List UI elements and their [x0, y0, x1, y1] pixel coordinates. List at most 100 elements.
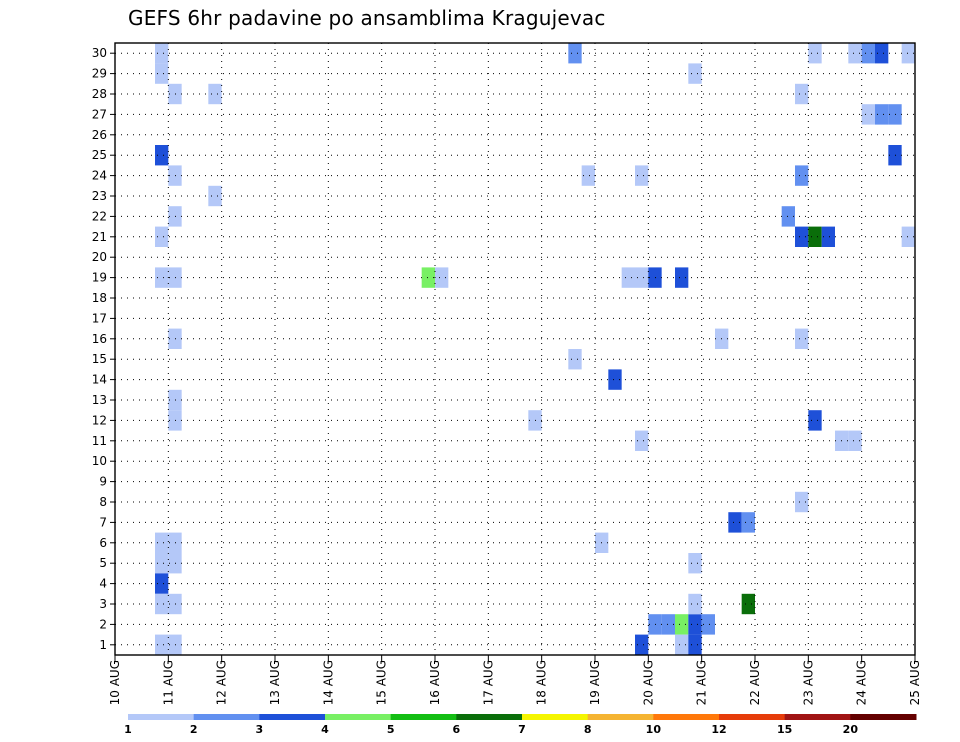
- heatmap-cell: [688, 553, 702, 574]
- y-tick-label: 2: [99, 617, 107, 631]
- heatmap-cell: [635, 430, 649, 451]
- heatmap-cell: [168, 634, 182, 655]
- heatmap-cell: [635, 634, 649, 655]
- heatmap-cell: [808, 43, 822, 64]
- y-tick-label: 18: [92, 291, 107, 305]
- x-tick-label: 20 AUG: [641, 660, 655, 705]
- colorbar-segment: [653, 714, 720, 720]
- heatmap-cell: [435, 267, 449, 288]
- y-tick-label: 22: [92, 209, 107, 223]
- heatmap-cell: [168, 83, 182, 105]
- heatmap-cell: [848, 430, 862, 451]
- heatmap-cell: [635, 267, 649, 288]
- y-tick-label: 28: [92, 87, 107, 101]
- colorbar-segment: [128, 714, 195, 720]
- x-tick-label: 22 AUG: [748, 660, 762, 705]
- colorbar-tick-label: 7: [518, 723, 526, 736]
- heatmap-cell: [155, 145, 169, 166]
- heatmap-cell: [155, 532, 169, 553]
- y-tick-label: 7: [99, 515, 107, 529]
- y-axis: 1234567891011121314151617181920212223242…: [92, 46, 115, 652]
- colorbar-segment: [522, 714, 589, 720]
- x-axis: 10 AUG 11 AUG 12 AUG 13 AUG 14 AUG 15 AUG 16 A…: [108, 655, 922, 705]
- heatmap-cell: [675, 267, 689, 288]
- heatmap-cell: [155, 43, 169, 64]
- x-tick-label: 12 AUG: [215, 660, 229, 705]
- colorbar-tick-label: 4: [321, 723, 329, 736]
- y-tick-label: 9: [99, 475, 107, 489]
- heatmap-cell: [208, 83, 222, 105]
- x-tick-label: 21 AUG: [695, 660, 709, 705]
- x-tick-label: 24 AUG: [855, 660, 869, 705]
- y-tick-label: 5: [99, 556, 107, 570]
- heatmap-cell: [168, 165, 182, 186]
- heatmap-cell: [795, 165, 809, 186]
- colorbar-tick-label: 10: [646, 723, 662, 736]
- heatmap-cell: [168, 532, 182, 553]
- heatmap-cell: [875, 104, 889, 125]
- heatmap-cell: [648, 614, 662, 635]
- heatmap-cell: [848, 43, 862, 64]
- colorbar-tick-label: 3: [256, 723, 264, 736]
- y-tick-label: 6: [99, 536, 107, 550]
- heatmap-cell: [155, 63, 169, 84]
- heatmap-cell: [901, 226, 915, 247]
- heatmap-cell: [635, 165, 649, 186]
- x-tick-label: 10 AUG: [108, 660, 122, 705]
- colorbar-tick-label: 1: [124, 723, 132, 736]
- y-tick-label: 27: [92, 107, 107, 121]
- y-tick-label: 20: [92, 250, 107, 264]
- heatmap-cell: [608, 369, 622, 390]
- x-tick-label: 23 AUG: [801, 660, 815, 705]
- x-tick-label: 15 AUG: [375, 660, 389, 705]
- heatmap-cell: [795, 83, 809, 105]
- y-tick-label: 11: [92, 434, 107, 448]
- heatmap-cell: [688, 593, 702, 615]
- colorbar-tick-label: 2: [190, 723, 198, 736]
- x-tick-label: 14 AUG: [321, 660, 335, 705]
- heatmap-cell: [688, 614, 702, 635]
- grid-lines: [115, 43, 915, 655]
- colorbar: 1 2 3 4 5 6 7 8 10 12 15 20: [124, 714, 917, 736]
- heatmap-cell: [155, 634, 169, 655]
- x-tick-label: 11 AUG: [161, 660, 175, 705]
- colorbar-tick-label: 20: [843, 723, 859, 736]
- heatmap-cell: [661, 614, 675, 635]
- heatmap-cell: [155, 553, 169, 574]
- y-tick-label: 10: [92, 454, 107, 468]
- heatmap-cell: [741, 593, 755, 615]
- y-tick-label: 15: [92, 352, 107, 366]
- colorbar-tick-label: 8: [584, 723, 592, 736]
- heatmap-cell: [795, 226, 809, 247]
- heatmap-cell: [701, 614, 715, 635]
- heatmap-cell: [155, 267, 169, 288]
- heatmap-cell: [795, 491, 809, 513]
- heatmap-cell: [901, 43, 915, 64]
- heatmap-cell: [568, 43, 582, 64]
- heatmap-cell: [155, 593, 169, 615]
- heatmap-cell: [728, 512, 742, 533]
- y-tick-label: 25: [92, 148, 107, 162]
- heatmap-cell: [155, 226, 169, 247]
- heatmap-cell: [888, 104, 902, 125]
- x-tick-label: 18 AUG: [535, 660, 549, 705]
- colorbar-segment: [784, 714, 851, 720]
- y-tick-label: 19: [92, 271, 107, 285]
- y-tick-label: 30: [92, 46, 107, 60]
- x-tick-label: 16 AUG: [428, 660, 442, 705]
- heatmap-cell: [808, 410, 822, 431]
- x-tick-label: 13 AUG: [268, 660, 282, 705]
- x-tick-label: 25 AUG: [908, 660, 922, 705]
- chart-title: GEFS 6hr padavine po ansamblima Kragujev…: [128, 6, 606, 30]
- heatmap-cell: [861, 43, 875, 64]
- colorbar-segment: [456, 714, 523, 720]
- heatmap-cell: [208, 185, 222, 207]
- x-tick-label: 19 AUG: [588, 660, 602, 705]
- heatmap-cell: [528, 410, 542, 431]
- heatmap-cell: [648, 267, 662, 288]
- y-tick-label: 17: [92, 311, 107, 325]
- x-tick-label: 17 AUG: [481, 660, 495, 705]
- heatmap-cell: [155, 573, 169, 594]
- colorbar-segment: [850, 714, 917, 720]
